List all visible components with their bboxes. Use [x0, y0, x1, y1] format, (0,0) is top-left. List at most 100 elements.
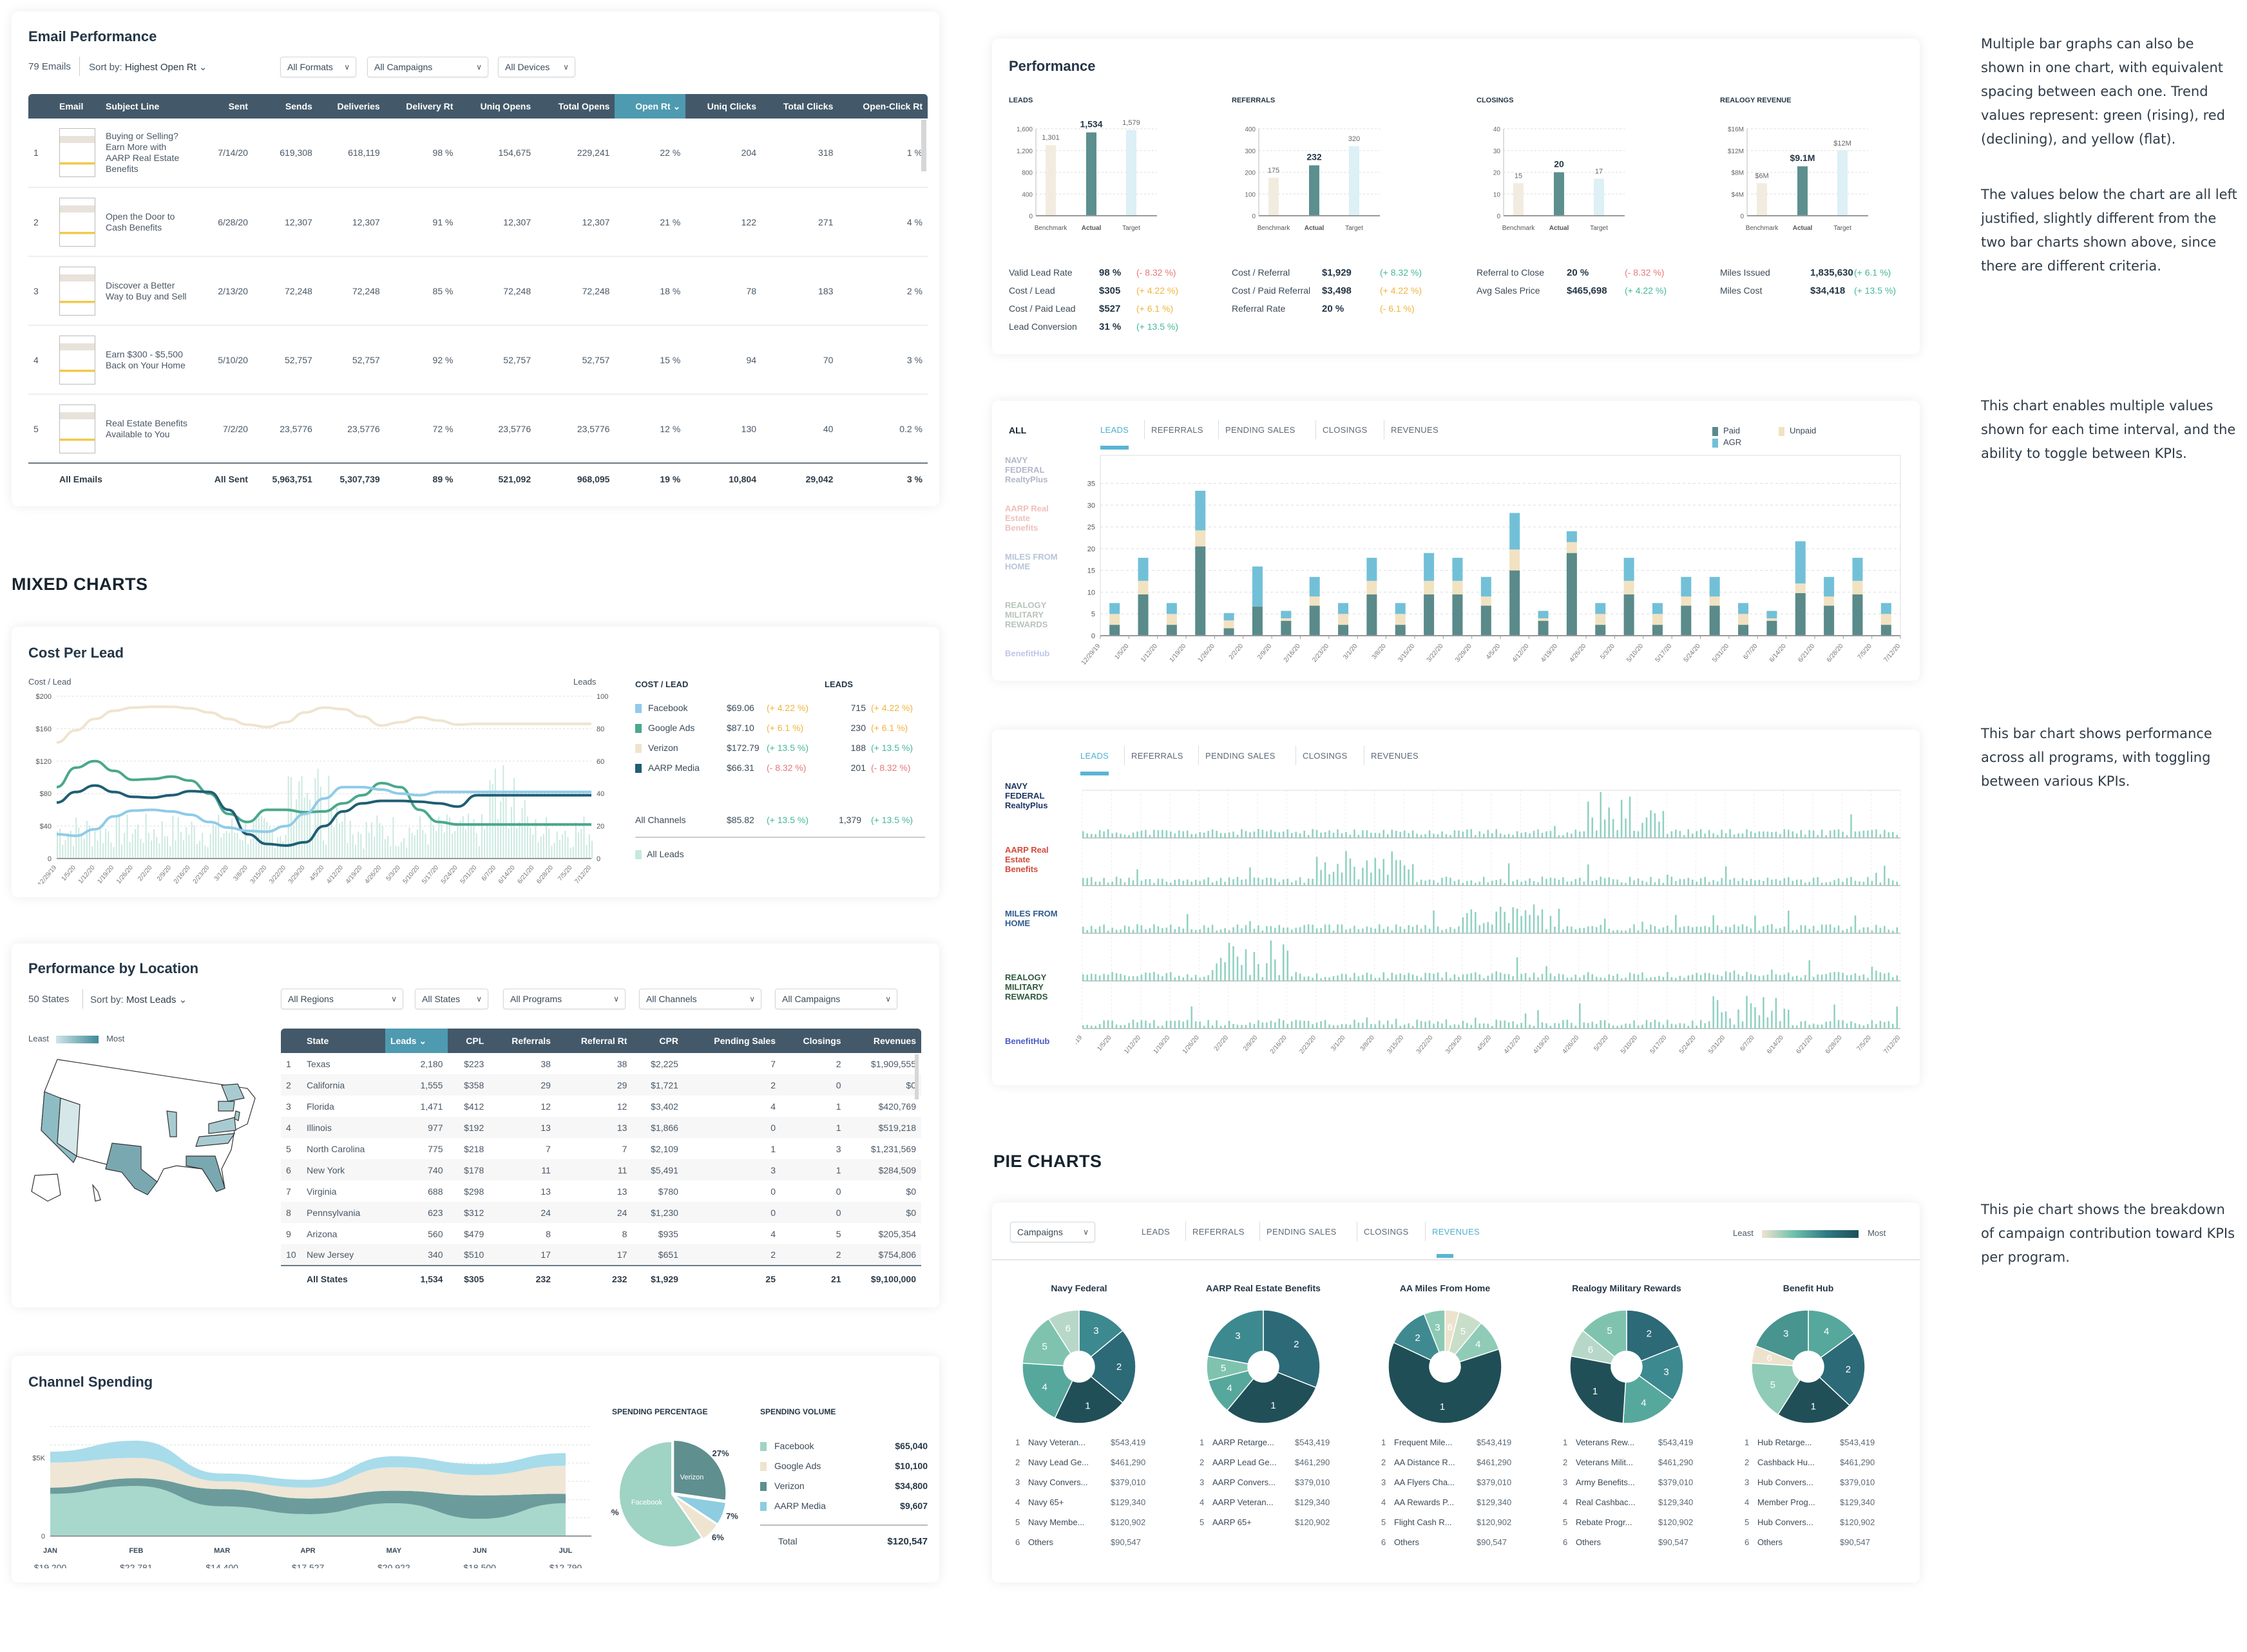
campaign-name[interactable]: AARP Lead Ge... [1212, 1457, 1277, 1467]
table-scrollbar[interactable] [915, 1054, 919, 1099]
tab-referrals[interactable]: REFERRALS [1151, 425, 1203, 435]
email-thumbnail[interactable] [59, 404, 95, 453]
col-referrals[interactable]: Referrals [489, 1029, 556, 1053]
all-programs-label[interactable]: ALL [1009, 425, 1027, 435]
col-closings[interactable]: Closings [781, 1029, 846, 1053]
col-deliveries[interactable]: Deliveries [317, 94, 385, 119]
email-thumbnail[interactable] [59, 266, 95, 316]
table-row[interactable]: 9 Arizona 560 $479 8 8 $935 4 5 $205,354 [281, 1223, 921, 1244]
table-row[interactable]: 8 Pennsylvania 623 $312 24 24 $1,230 0 0 $0 [281, 1202, 921, 1223]
tab-revenues[interactable]: REVENUES [1432, 1227, 1480, 1237]
table-row[interactable]: 3 Discover a Better Way to Buy and Sell 2/… [28, 256, 928, 325]
table-row[interactable]: 2 California 1,555 $358 29 29 $1,721 2 0 $0 [281, 1074, 921, 1096]
campaign-name[interactable]: AARP 65+ [1212, 1517, 1252, 1527]
campaigns-dropdown[interactable]: All Campaigns ∨ [367, 57, 488, 77]
program-logo-4[interactable]: REALOGY MILITARY REWARDS [1005, 973, 1048, 1002]
subject-line[interactable]: Discover a Better Way to Buy and Sell [106, 280, 187, 301]
col-cpl[interactable]: CPL [448, 1029, 490, 1053]
campaign-name[interactable]: Navy Lead Ge... [1028, 1457, 1089, 1467]
campaign-name[interactable]: Others [1394, 1537, 1420, 1547]
program-logo-5[interactable]: BenefitHub [1005, 649, 1050, 658]
tab-revenues[interactable]: REVENUES [1371, 751, 1419, 761]
subject-line[interactable]: Earn $300 - $5,500 Back on Your Home [106, 348, 186, 370]
col-leads[interactable]: Leads ⌄ [385, 1029, 448, 1053]
col-state[interactable]: State [301, 1029, 385, 1053]
tab-pending-sales[interactable]: PENDING SALES [1205, 751, 1276, 761]
tab-pending-sales[interactable]: PENDING SALES [1267, 1227, 1337, 1237]
col-email[interactable]: Email [54, 94, 100, 119]
campaign-name[interactable]: AARP Retarge... [1212, 1438, 1274, 1447]
table-row[interactable]: 6 New York 740 $178 11 11 $5,491 3 1 $284,509 [281, 1159, 921, 1181]
table-row[interactable]: 1 Buying or Selling? Earn More with AARP … [28, 119, 928, 187]
program-logo-3[interactable]: MILES FROM HOME [1005, 552, 1058, 571]
tab-closings[interactable]: CLOSINGS [1364, 1227, 1409, 1237]
campaign-name[interactable]: Hub Retarge... [1757, 1438, 1812, 1447]
states-dropdown[interactable]: All States ∨ [415, 989, 488, 1009]
col-cpr[interactable]: CPR [632, 1029, 684, 1053]
campaign-name[interactable]: Navy Membe... [1028, 1517, 1085, 1527]
legend-item[interactable]: Paid [1712, 426, 1740, 436]
program-logo-1[interactable]: NAVY FEDERAL RealtyPlus [1005, 455, 1048, 484]
campaign-name[interactable]: Navy Veteran... [1028, 1438, 1085, 1447]
campaign-name[interactable]: Cashback Hu... [1757, 1457, 1815, 1467]
col-total-clicks[interactable]: Total Clicks [761, 94, 839, 119]
campaign-name[interactable]: Flight Cash R... [1394, 1517, 1452, 1527]
tab-leads[interactable]: LEADS [1100, 425, 1129, 435]
program-logo-1[interactable]: NAVY FEDERAL RealtyPlus [1005, 781, 1048, 810]
tab-revenues[interactable]: REVENUES [1391, 425, 1439, 435]
campaigns-dropdown[interactable]: All Campaigns ∨ [775, 989, 897, 1009]
tab-leads[interactable]: LEADS [1080, 751, 1109, 761]
col-total-opens[interactable]: Total Opens [536, 94, 615, 119]
table-row[interactable]: 10 New Jersey 340 $510 17 17 $651 2 2 $754,806 [281, 1244, 921, 1266]
tab-pending-sales[interactable]: PENDING SALES [1225, 425, 1296, 435]
table-row[interactable]: 7 Virginia 688 $298 13 13 $780 0 0 $0 [281, 1181, 921, 1202]
campaign-name[interactable]: Navy 65+ [1028, 1497, 1064, 1507]
campaign-name[interactable]: AA Rewards P... [1394, 1497, 1454, 1507]
campaign-name[interactable]: Rebate Progr... [1576, 1517, 1632, 1527]
campaign-name[interactable]: AA Distance R... [1394, 1457, 1455, 1467]
campaign-name[interactable]: AARP Veteran... [1212, 1497, 1274, 1507]
legend-row[interactable]: Verizon $172.79 (+ 13.5 %) 188 (+ 13.5 %) [635, 743, 925, 763]
table-row[interactable]: 2 Open the Door to Cash Benefits 6/28/20 12… [28, 187, 928, 256]
campaign-name[interactable]: Veterans Rew... [1576, 1438, 1635, 1447]
tab-referrals[interactable]: REFERRALS [1192, 1227, 1245, 1237]
table-row[interactable]: 5 North Carolina 775 $218 7 7 $2,109 1 3 $1,231,5… [281, 1138, 921, 1159]
campaign-name[interactable]: Hub Convers... [1757, 1517, 1813, 1527]
table-scrollbar[interactable] [921, 120, 926, 171]
table-row[interactable]: 1 Texas 2,180 $223 38 38 $2,225 7 2 $1,909,555 [281, 1053, 921, 1074]
campaign-name[interactable]: Army Benefits... [1576, 1477, 1635, 1487]
subject-line[interactable]: Real Estate Benefits Available to You [106, 417, 187, 439]
programs-dropdown[interactable]: All Programs ∨ [503, 989, 626, 1009]
tab-leads[interactable]: LEADS [1142, 1227, 1171, 1237]
program-logo-2[interactable]: AARP Real Estate Benefits [1005, 845, 1049, 874]
campaign-name[interactable]: Others [1757, 1537, 1783, 1547]
table-row[interactable]: 3 Florida 1,471 $412 12 12 $3,402 4 1 $420,769 [281, 1096, 921, 1117]
tab-referrals[interactable]: REFERRALS [1131, 751, 1183, 761]
campaign-name[interactable]: AARP Convers... [1212, 1477, 1276, 1487]
campaign-name[interactable]: Others [1576, 1537, 1602, 1547]
col-sent[interactable]: Sent [197, 94, 253, 119]
col-sends[interactable]: Sends [253, 94, 318, 119]
campaign-name[interactable]: Hub Convers... [1757, 1477, 1813, 1487]
legend-row[interactable]: Google Ads $87.10 (+ 6.1 %) 230 (+ 6.1 %) [635, 723, 925, 743]
formats-dropdown[interactable]: All Formats ∨ [280, 57, 356, 77]
col-open-rt[interactable]: Open Rt ⌄ [615, 94, 686, 119]
regions-dropdown[interactable]: All Regions ∨ [281, 989, 403, 1009]
col-uniq-clicks[interactable]: Uniq Clicks [685, 94, 762, 119]
program-logo-5[interactable]: BenefitHub [1005, 1036, 1050, 1046]
campaign-name[interactable]: Navy Convers... [1028, 1477, 1088, 1487]
subject-line[interactable]: Buying or Selling? Earn More with AARP R… [106, 131, 180, 174]
tab-closings[interactable]: CLOSINGS [1303, 751, 1348, 761]
col-revenues[interactable]: Revenues [846, 1029, 921, 1053]
sort-control[interactable]: Sort by: Highest Open Rt ⌄ [89, 62, 207, 73]
email-thumbnail[interactable] [59, 335, 95, 385]
tab-closings[interactable]: CLOSINGS [1323, 425, 1368, 435]
col-delivery-rt[interactable]: Delivery Rt [385, 94, 459, 119]
subject-line[interactable]: Open the Door to Cash Benefits [106, 211, 175, 233]
table-row[interactable]: 5 Real Estate Benefits Available to You 7/… [28, 394, 928, 463]
campaign-name[interactable]: Frequent Mile... [1394, 1438, 1453, 1447]
col-open-click-rt[interactable]: Open-Click Rt [838, 94, 928, 119]
program-logo-4[interactable]: REALOGY MILITARY REWARDS [1005, 600, 1048, 629]
col-referral-rt[interactable]: Referral Rt [555, 1029, 633, 1053]
legend-row[interactable]: Facebook $69.06 (+ 4.22 %) 715 (+ 4.22 %) [635, 703, 925, 723]
